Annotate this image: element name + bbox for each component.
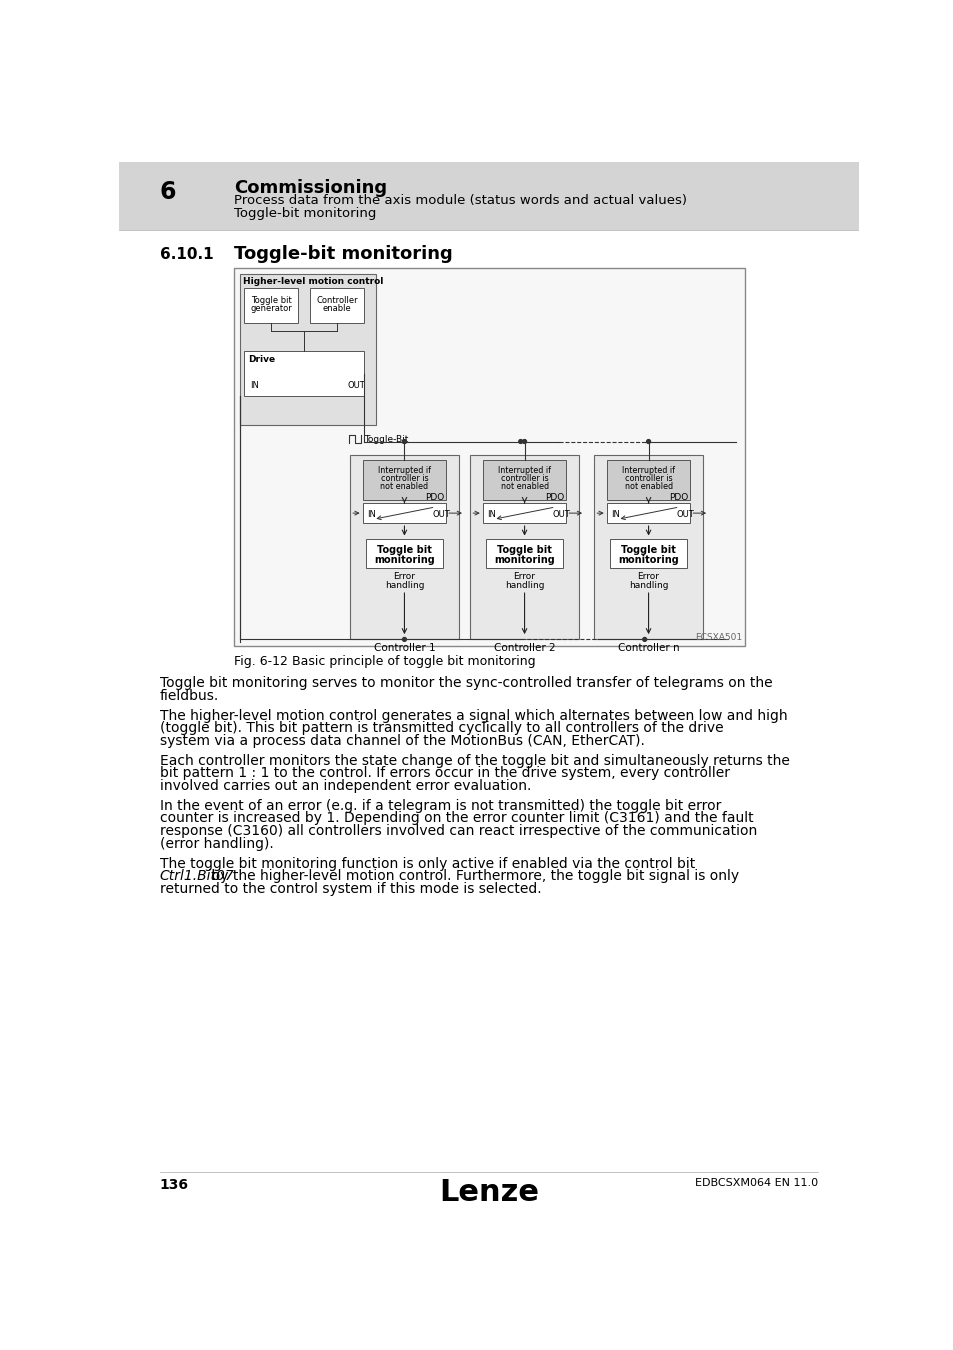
Bar	[119, 162, 858, 230]
Text: The higher-level motion control generates a signal which alternates between low : The higher-level motion control generate…	[159, 709, 786, 722]
Text: Toggle-Bit: Toggle-Bit	[364, 435, 408, 444]
Text: Toggle-bit monitoring: Toggle-bit monitoring	[233, 207, 375, 220]
Text: In the event of an error (e.g. if a telegram is not transmitted) the toggle bit : In the event of an error (e.g. if a tele…	[159, 799, 720, 813]
Bar	[594, 455, 702, 640]
Text: Each controller monitors the state change of the toggle bit and simultaneously r: Each controller monitors the state chang…	[159, 753, 788, 768]
Bar	[362, 460, 446, 500]
Circle shape	[402, 440, 406, 443]
Circle shape	[646, 440, 650, 443]
Text: Ctrl1.Bit07: Ctrl1.Bit07	[159, 869, 234, 883]
Circle shape	[518, 440, 522, 443]
Text: controller is: controller is	[380, 474, 428, 483]
Text: Commissioning: Commissioning	[233, 180, 387, 197]
Text: OUT: OUT	[347, 381, 364, 390]
Bar	[244, 351, 364, 396]
Text: ECSXA501: ECSXA501	[695, 633, 741, 643]
Text: Error: Error	[513, 571, 535, 580]
Bar	[482, 504, 566, 524]
Bar	[350, 455, 458, 640]
Text: IN: IN	[367, 510, 375, 520]
Text: Interrupted if: Interrupted if	[377, 466, 431, 475]
Text: OUT: OUT	[432, 510, 450, 520]
Text: controller is: controller is	[624, 474, 672, 483]
Text: involved carries out an independent error evaluation.: involved carries out an independent erro…	[159, 779, 531, 794]
Text: Fig. 6-12: Fig. 6-12	[233, 655, 288, 668]
Text: (error handling).: (error handling).	[159, 837, 273, 850]
Text: IN: IN	[250, 381, 259, 390]
Bar	[233, 269, 744, 645]
Text: OUT: OUT	[552, 510, 570, 520]
Text: monitoring: monitoring	[374, 555, 435, 564]
Text: Drive: Drive	[248, 355, 274, 363]
Text: PDO: PDO	[425, 493, 444, 502]
Text: Interrupted if: Interrupted if	[621, 466, 675, 475]
Circle shape	[522, 440, 526, 443]
Text: Toggle-bit monitoring: Toggle-bit monitoring	[233, 246, 453, 263]
Text: OUT: OUT	[676, 510, 694, 520]
Text: Error: Error	[637, 571, 659, 580]
Text: Controller n: Controller n	[618, 643, 679, 653]
Text: bit pattern 1 : 1 to the control. If errors occur in the drive system, every con: bit pattern 1 : 1 to the control. If err…	[159, 767, 729, 780]
Text: Toggle bit monitoring serves to monitor the sync-controlled transfer of telegram: Toggle bit monitoring serves to monitor …	[159, 676, 771, 690]
Text: handling: handling	[628, 580, 668, 590]
Text: Basic principle of toggle bit monitoring: Basic principle of toggle bit monitoring	[292, 655, 536, 668]
Bar	[240, 274, 375, 424]
Text: generator: generator	[250, 304, 292, 313]
Text: response (C3160) all controllers involved can react irrespective of the communic: response (C3160) all controllers involve…	[159, 825, 756, 838]
Text: Toggle bit: Toggle bit	[497, 545, 552, 555]
Text: Toggle bit: Toggle bit	[376, 545, 432, 555]
Circle shape	[642, 637, 646, 641]
Text: IN: IN	[487, 510, 496, 520]
Text: Interrupted if: Interrupted if	[497, 466, 551, 475]
Text: Controller: Controller	[315, 296, 357, 305]
Text: Controller 1: Controller 1	[374, 643, 435, 653]
Text: Toggle bit: Toggle bit	[251, 296, 292, 305]
Bar	[485, 539, 562, 568]
Text: Controller 2: Controller 2	[494, 643, 555, 653]
Text: monitoring: monitoring	[618, 555, 679, 564]
Bar	[310, 289, 364, 323]
Circle shape	[402, 637, 406, 641]
Text: Error: Error	[393, 571, 415, 580]
Text: 136: 136	[159, 1179, 189, 1192]
Bar	[606, 504, 690, 524]
Text: system via a process data channel of the MotionBus (CAN, EtherCAT).: system via a process data channel of the…	[159, 734, 643, 748]
Text: The toggle bit monitoring function is only active if enabled via the control bit: The toggle bit monitoring function is on…	[159, 856, 694, 871]
Text: monitoring: monitoring	[494, 555, 555, 564]
Text: Toggle bit: Toggle bit	[620, 545, 676, 555]
Text: (toggle bit). This bit pattern is transmitted cyclically to all controllers of t: (toggle bit). This bit pattern is transm…	[159, 721, 722, 736]
Bar	[365, 539, 443, 568]
Text: IN: IN	[611, 510, 619, 520]
Text: Process data from the axis module (status words and actual values): Process data from the axis module (statu…	[233, 194, 686, 208]
Text: by the higher-level motion control. Furthermore, the toggle bit signal is only: by the higher-level motion control. Furt…	[207, 869, 739, 883]
Text: controller is: controller is	[500, 474, 548, 483]
Text: not enabled: not enabled	[624, 482, 672, 490]
Text: not enabled: not enabled	[500, 482, 548, 490]
Text: 6.10.1: 6.10.1	[159, 247, 213, 262]
Text: PDO: PDO	[669, 493, 688, 502]
Text: EDBCSXM064 EN 11.0: EDBCSXM064 EN 11.0	[695, 1179, 818, 1188]
Text: Lenze: Lenze	[438, 1179, 538, 1207]
Text: 6: 6	[159, 181, 176, 204]
Text: not enabled: not enabled	[380, 482, 428, 490]
Text: enable: enable	[322, 304, 351, 313]
Bar	[362, 504, 446, 524]
Text: fieldbus.: fieldbus.	[159, 688, 218, 703]
Bar	[470, 455, 578, 640]
Text: Higher-level motion control: Higher-level motion control	[243, 277, 383, 286]
Text: returned to the control system if this mode is selected.: returned to the control system if this m…	[159, 882, 540, 896]
Text: PDO: PDO	[545, 493, 564, 502]
Bar	[606, 460, 690, 500]
Bar	[609, 539, 686, 568]
Bar	[482, 460, 566, 500]
Text: handling: handling	[504, 580, 544, 590]
Bar	[244, 289, 298, 323]
Text: counter is increased by 1. Depending on the error counter limit (C3161) and the : counter is increased by 1. Depending on …	[159, 811, 752, 825]
Text: handling: handling	[384, 580, 424, 590]
Circle shape	[402, 440, 406, 443]
